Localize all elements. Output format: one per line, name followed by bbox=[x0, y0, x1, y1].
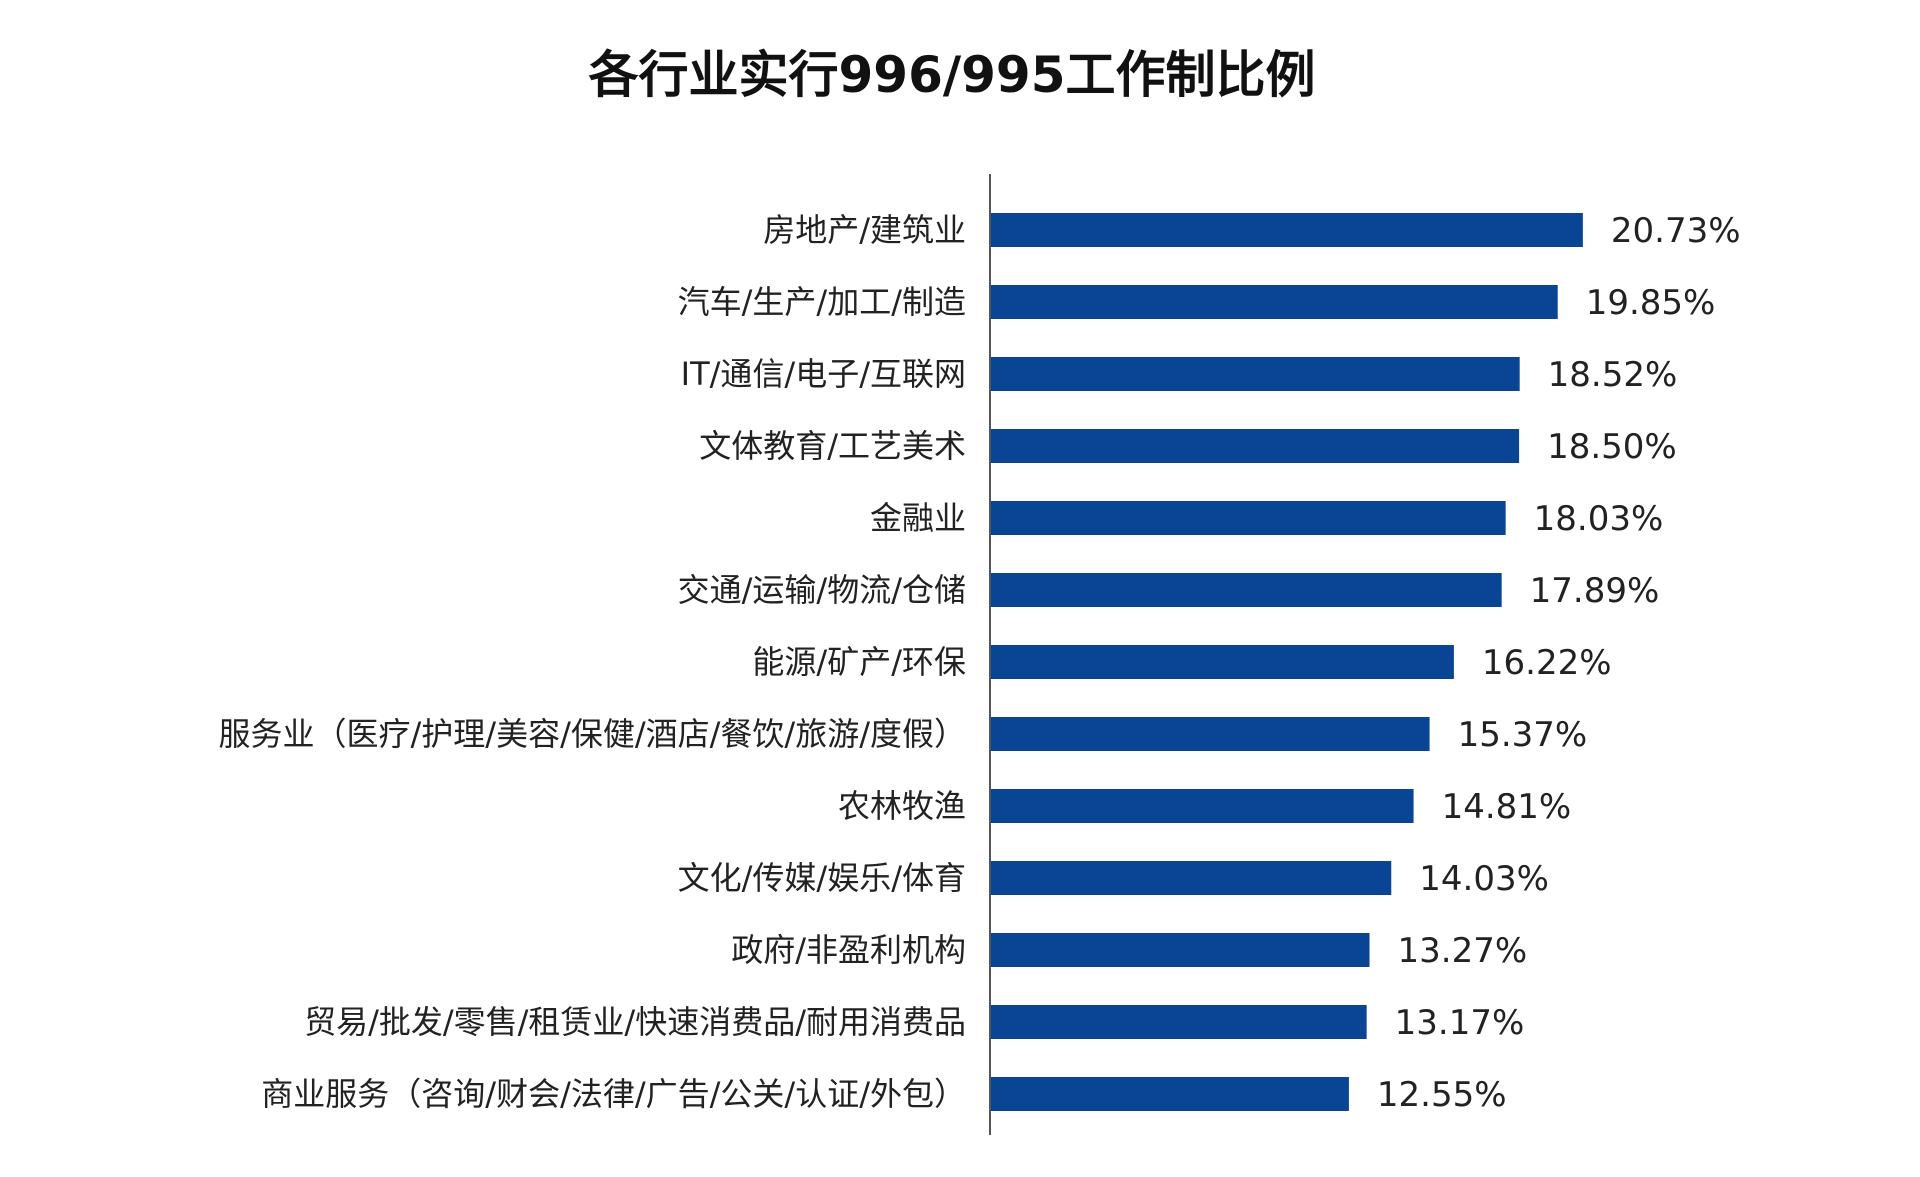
category-label: 房地产/建筑业 bbox=[763, 211, 966, 249]
value-label: 12.55% bbox=[1377, 1075, 1507, 1115]
category-label: 农林牧渔 bbox=[838, 787, 966, 825]
value-label: 20.73% bbox=[1611, 211, 1741, 251]
bar bbox=[990, 285, 1558, 319]
bar bbox=[990, 501, 1506, 535]
bar bbox=[990, 789, 1414, 823]
bar bbox=[990, 645, 1454, 679]
bar bbox=[990, 933, 1370, 967]
bar bbox=[990, 213, 1583, 247]
value-label: 18.50% bbox=[1547, 427, 1677, 467]
bar bbox=[990, 1077, 1349, 1111]
bar bbox=[990, 1005, 1367, 1039]
category-label: 金融业 bbox=[870, 499, 966, 537]
category-label: 文化/传媒/娱乐/体育 bbox=[678, 859, 966, 897]
category-label: 政府/非盈利机构 bbox=[731, 931, 966, 969]
value-label: 17.89% bbox=[1530, 571, 1660, 611]
value-label: 15.37% bbox=[1458, 715, 1588, 755]
bar bbox=[990, 429, 1520, 463]
value-label: 14.03% bbox=[1419, 859, 1549, 899]
value-labels-group: 20.73% 19.85% 18.52% 18.50% 18.03% 17.89% 16.2… bbox=[1377, 211, 1741, 1115]
value-label: 16.22% bbox=[1482, 643, 1612, 683]
bar bbox=[990, 717, 1430, 751]
category-label: 交通/运输/物流/仓储 bbox=[678, 571, 966, 609]
bar bbox=[990, 357, 1520, 391]
value-label: 13.17% bbox=[1395, 1003, 1525, 1043]
value-label: 18.52% bbox=[1548, 355, 1678, 395]
category-label: 贸易/批发/零售/租赁业/快速消费品/耐用消费品 bbox=[304, 1003, 966, 1041]
category-label: IT/通信/电子/互联网 bbox=[681, 355, 966, 393]
value-label: 19.85% bbox=[1586, 283, 1716, 323]
category-label: 商业服务（咨询/财会/法律/广告/公关/认证/外包） bbox=[261, 1075, 966, 1113]
category-label: 能源/矿产/环保 bbox=[752, 643, 966, 681]
category-label: 汽车/生产/加工/制造 bbox=[678, 283, 966, 321]
value-label: 14.81% bbox=[1442, 787, 1572, 827]
category-label: 文体教育/工艺美术 bbox=[699, 427, 966, 465]
value-label: 13.27% bbox=[1398, 931, 1528, 971]
bar bbox=[990, 861, 1392, 895]
bars-group bbox=[990, 213, 1583, 1111]
value-label: 18.03% bbox=[1534, 499, 1664, 539]
bar bbox=[990, 573, 1502, 607]
chart-title: 各行业实行996/995工作制比例 bbox=[588, 46, 1315, 104]
category-label: 服务业（医疗/护理/美容/保健/酒店/餐饮/旅游/度假） bbox=[219, 715, 966, 753]
